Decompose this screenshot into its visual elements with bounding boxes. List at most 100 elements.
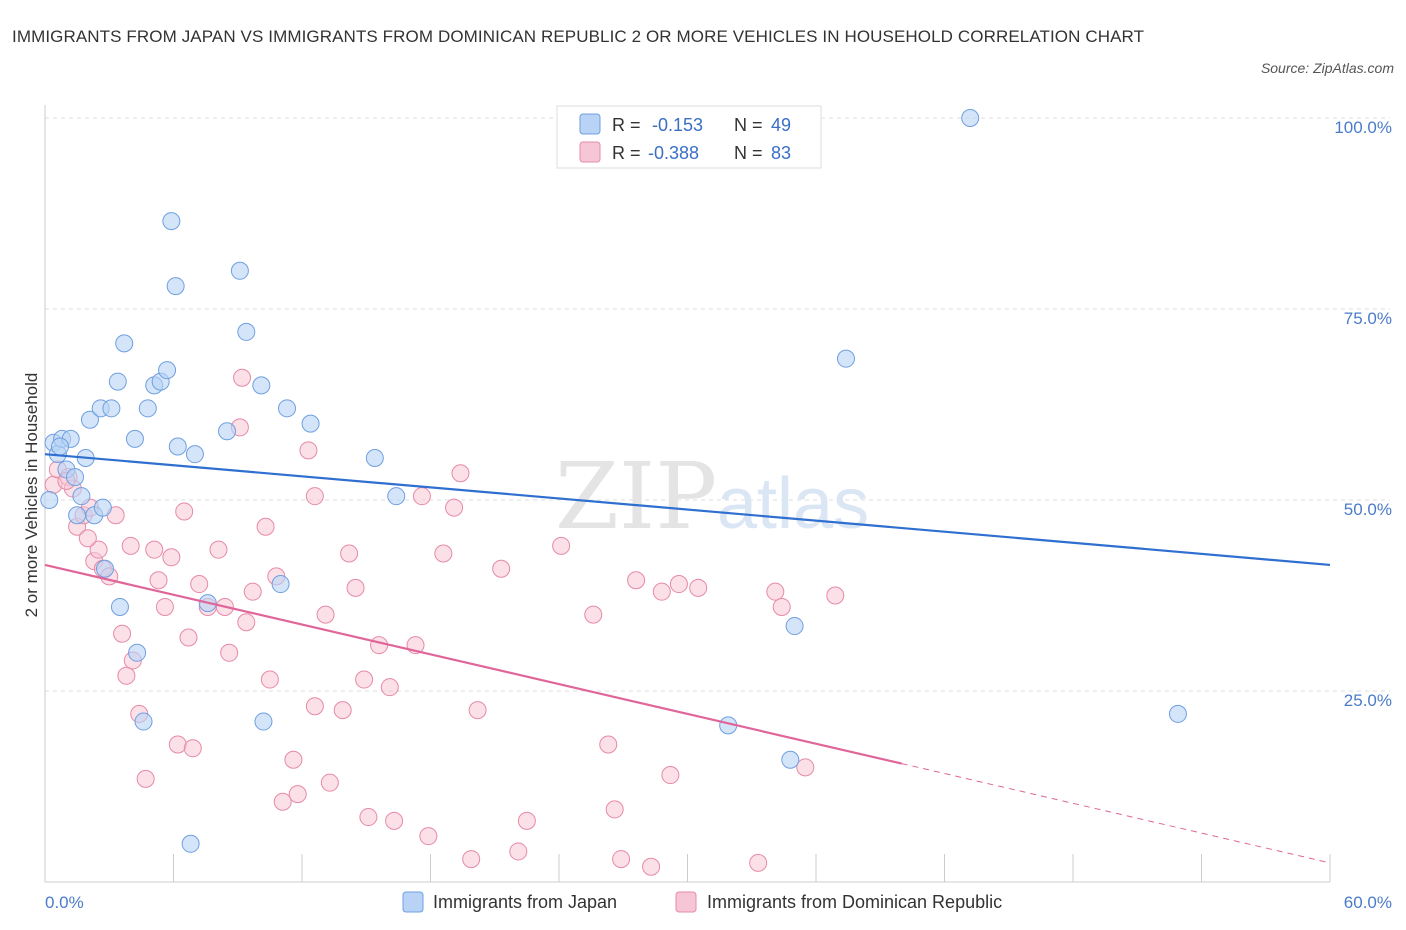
japan-point-30: [218, 422, 237, 441]
japan-point-15: [110, 597, 129, 616]
dr-point-79: [121, 536, 140, 555]
dr-point-26: [209, 540, 228, 559]
japan-point-14: [108, 372, 127, 391]
dr-point-69: [661, 766, 680, 785]
dr-point-45: [355, 670, 374, 689]
x-tick-label-0: 0.0%: [45, 893, 84, 912]
dr-point-60: [517, 811, 536, 830]
dr-trendline-extension: [901, 763, 1331, 864]
dr-point-54: [445, 498, 464, 517]
legend-dr-r-label: R =: [612, 143, 641, 163]
dr-point-33: [260, 670, 279, 689]
bottom-legend-japan-swatch: [402, 891, 424, 913]
dr-point-59: [509, 842, 528, 861]
dr-point-57: [468, 701, 487, 720]
japan-point-6: [65, 468, 84, 487]
dr-point-81: [233, 368, 252, 387]
japan-point-39: [781, 750, 800, 769]
dr-point-28: [220, 643, 239, 662]
japan-point-27: [181, 834, 200, 853]
japan-point-20: [138, 399, 157, 418]
legend-dr-n-value: 83: [771, 143, 791, 163]
dr-point-44: [346, 578, 365, 597]
dr-point-63: [599, 735, 618, 754]
dr-trendline: [44, 563, 902, 765]
legend-dr-swatch: [579, 141, 601, 163]
dr-point-82: [305, 697, 324, 716]
japan-point-19: [134, 712, 153, 731]
dr-point-68: [652, 582, 671, 601]
dr-point-30: [237, 613, 256, 632]
dr-point-21: [168, 735, 187, 754]
japan-point-0: [40, 491, 59, 509]
legend-japan-n-label: N =: [734, 115, 763, 135]
trendlines: [44, 453, 1331, 864]
dr-point-73: [766, 582, 785, 601]
dr-point-71: [689, 578, 708, 597]
japan-point-36: [301, 414, 320, 433]
watermark-zip: ZIP: [555, 443, 717, 550]
dr-point-8: [89, 540, 108, 559]
y-tick-label-2: 75.0%: [1344, 309, 1392, 328]
japan-point-31: [230, 261, 249, 280]
dr-point-16: [136, 769, 155, 788]
dr-point-17: [145, 540, 164, 559]
y-axis-label: 2 or more Vehicles in Household: [22, 373, 41, 618]
japan-point-26: [168, 437, 187, 456]
dr-point-52: [419, 827, 438, 846]
dr-point-64: [605, 800, 624, 819]
dr-point-66: [627, 571, 646, 590]
bottom-legend-japan-label: Immigrants from Japan: [433, 892, 617, 912]
dr-point-76: [826, 586, 845, 605]
bottom-legend: Immigrants from Japan Immigrants from Do…: [402, 891, 1002, 913]
dr-point-58: [492, 559, 511, 578]
chart-title: IMMIGRANTS FROM JAPAN VS IMMIGRANTS FROM…: [12, 27, 1145, 46]
japan-point-28: [185, 445, 204, 464]
legend-dr-r-value: -0.388: [648, 143, 699, 163]
japan-point-45: [50, 437, 69, 456]
dr-point-37: [288, 785, 307, 804]
dr-point-39: [305, 487, 324, 506]
dr-point-43: [340, 544, 359, 563]
dr-point-42: [333, 701, 352, 720]
dr-point-40: [316, 605, 335, 624]
dr-point-67: [642, 857, 661, 876]
dr-point-70: [669, 575, 688, 594]
dr-point-78: [78, 529, 97, 548]
x-tick-label-1: 60.0%: [1344, 893, 1392, 912]
japan-point-32: [237, 322, 256, 341]
dr-point-31: [243, 582, 262, 601]
japan-point-44: [1168, 704, 1187, 723]
japan-point-13: [102, 399, 121, 418]
dr-point-80: [179, 628, 198, 647]
japan-point-7: [72, 487, 91, 506]
japan-point-37: [365, 448, 384, 467]
dr-point-56: [462, 850, 481, 869]
y-tick-label-1: 50.0%: [1344, 500, 1392, 519]
bottom-legend-dr-swatch: [675, 891, 697, 913]
japan-point-23: [158, 361, 177, 380]
dr-point-47: [370, 636, 389, 655]
japan-point-35: [278, 399, 297, 418]
dr-points-series: [44, 368, 845, 876]
legend-japan-n-value: 49: [771, 115, 791, 135]
legend-dr-n-label: N =: [734, 143, 763, 163]
y-tick-label-0: 25.0%: [1344, 691, 1392, 710]
dr-point-24: [190, 575, 209, 594]
dr-point-46: [359, 808, 378, 827]
legend-japan-r-label: R =: [612, 115, 641, 135]
japan-point-43: [961, 109, 980, 127]
chart-source: Source: ZipAtlas.com: [1260, 60, 1394, 76]
dr-point-19: [155, 597, 174, 616]
dr-point-41: [320, 773, 339, 792]
dr-point-13: [117, 666, 136, 685]
dr-point-65: [612, 850, 631, 869]
japan-point-40: [785, 617, 804, 636]
dr-point-18: [149, 571, 168, 590]
japan-point-34: [254, 712, 273, 731]
dr-point-36: [284, 750, 303, 769]
dr-point-61: [552, 536, 571, 555]
dr-point-12: [113, 624, 132, 643]
legend-japan-swatch: [579, 113, 601, 135]
